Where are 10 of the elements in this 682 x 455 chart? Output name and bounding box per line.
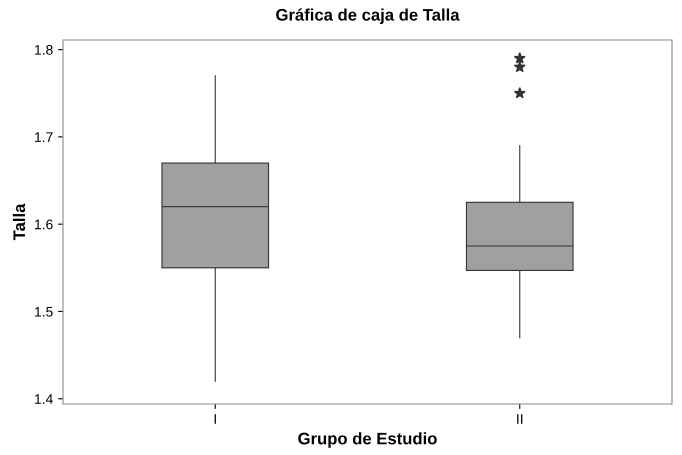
y-tick-label: 1.4 [35,394,53,404]
x-tick-label: I [214,414,216,424]
y-tick-label: 1.5 [35,306,53,317]
y-tick-label: 1.6 [35,220,53,230]
y-tick-label: 1.7 [35,132,53,142]
x-tick-label: II [517,414,522,424]
x-axis-title: Grupo de Estudio [298,432,437,448]
y-axis-title: Talla [12,204,26,240]
chart-title: Gráfica de caja de Talla [276,8,460,24]
y-tick-label: 1.8 [35,44,53,55]
